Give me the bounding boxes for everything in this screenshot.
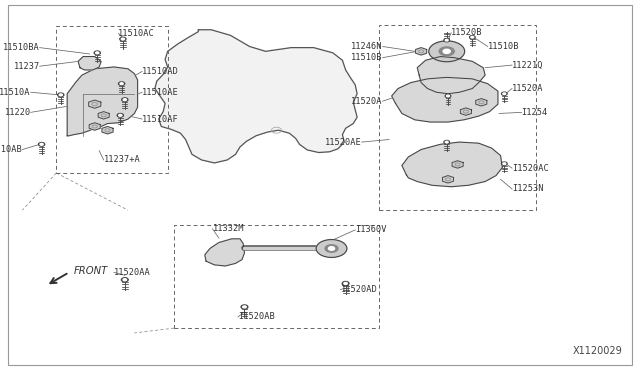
Polygon shape: [155, 30, 357, 163]
Circle shape: [122, 278, 128, 282]
Circle shape: [445, 94, 451, 97]
Text: 11510B: 11510B: [488, 42, 519, 51]
Polygon shape: [415, 48, 427, 55]
Circle shape: [117, 113, 124, 117]
Bar: [174, 225, 379, 328]
Polygon shape: [402, 142, 502, 187]
Polygon shape: [78, 57, 101, 70]
Text: I1253N: I1253N: [512, 185, 543, 193]
Bar: [379, 25, 536, 210]
Circle shape: [502, 162, 507, 165]
Text: 11237: 11237: [13, 62, 40, 71]
Circle shape: [120, 83, 123, 84]
Circle shape: [243, 306, 246, 308]
Circle shape: [503, 163, 506, 164]
Circle shape: [38, 142, 45, 146]
Polygon shape: [452, 161, 463, 168]
Bar: [56, 26, 168, 173]
Text: I1360V: I1360V: [355, 225, 387, 234]
Circle shape: [94, 51, 100, 55]
Text: 11510AE: 11510AE: [142, 88, 179, 97]
Circle shape: [445, 141, 448, 143]
Text: 11520A: 11520A: [512, 84, 543, 93]
Text: 11510BA: 11510BA: [3, 43, 40, 52]
Polygon shape: [460, 108, 472, 115]
Text: 11332M: 11332M: [212, 224, 244, 233]
Polygon shape: [88, 100, 101, 108]
Circle shape: [443, 49, 451, 54]
Circle shape: [120, 37, 126, 41]
Text: 11510B: 11510B: [351, 53, 383, 62]
Text: 11510A: 11510A: [0, 88, 31, 97]
Circle shape: [503, 93, 506, 94]
Text: I1520AC: I1520AC: [512, 164, 548, 173]
Circle shape: [122, 98, 128, 102]
Circle shape: [470, 36, 475, 39]
Circle shape: [58, 93, 64, 97]
Polygon shape: [392, 77, 498, 122]
Text: I1520AB: I1520AB: [238, 312, 275, 321]
Text: 11520AA: 11520AA: [114, 268, 150, 277]
Circle shape: [471, 36, 474, 38]
Polygon shape: [102, 126, 113, 134]
Text: 11220: 11220: [4, 108, 31, 117]
Circle shape: [328, 247, 335, 250]
Text: I1254: I1254: [522, 108, 548, 117]
Text: 11520A: 11520A: [351, 97, 383, 106]
Text: 11237+A: 11237+A: [104, 155, 140, 164]
Circle shape: [124, 99, 127, 101]
Text: I1510AB: I1510AB: [0, 145, 22, 154]
Polygon shape: [98, 112, 109, 119]
Polygon shape: [89, 123, 100, 130]
Polygon shape: [442, 176, 454, 183]
Text: 11246N: 11246N: [351, 42, 383, 51]
Text: 11520AE: 11520AE: [325, 138, 362, 147]
Text: FRONT: FRONT: [74, 266, 108, 276]
Text: 11520AD: 11520AD: [340, 285, 377, 294]
Polygon shape: [205, 239, 244, 266]
Circle shape: [445, 39, 448, 41]
Circle shape: [316, 240, 347, 257]
Circle shape: [447, 95, 449, 97]
Polygon shape: [417, 57, 485, 94]
Circle shape: [122, 38, 124, 40]
Text: 11510AF: 11510AF: [142, 115, 179, 124]
Circle shape: [40, 143, 44, 145]
Text: 11520B: 11520B: [451, 28, 483, 37]
Circle shape: [119, 114, 122, 116]
Circle shape: [241, 305, 248, 309]
Circle shape: [59, 94, 63, 96]
Circle shape: [325, 245, 338, 252]
Text: 11221Q: 11221Q: [512, 61, 543, 70]
Circle shape: [344, 282, 348, 285]
Circle shape: [429, 41, 465, 62]
Circle shape: [502, 92, 507, 95]
Circle shape: [96, 52, 99, 54]
Text: X1120029: X1120029: [572, 346, 622, 356]
Circle shape: [444, 39, 449, 42]
Circle shape: [439, 47, 454, 56]
Polygon shape: [476, 99, 487, 106]
Text: 11510AD: 11510AD: [142, 67, 179, 76]
Circle shape: [342, 282, 349, 285]
Circle shape: [118, 82, 125, 86]
Polygon shape: [67, 67, 138, 136]
Text: 11510AC: 11510AC: [118, 29, 155, 38]
Circle shape: [444, 141, 449, 144]
Circle shape: [123, 279, 127, 281]
